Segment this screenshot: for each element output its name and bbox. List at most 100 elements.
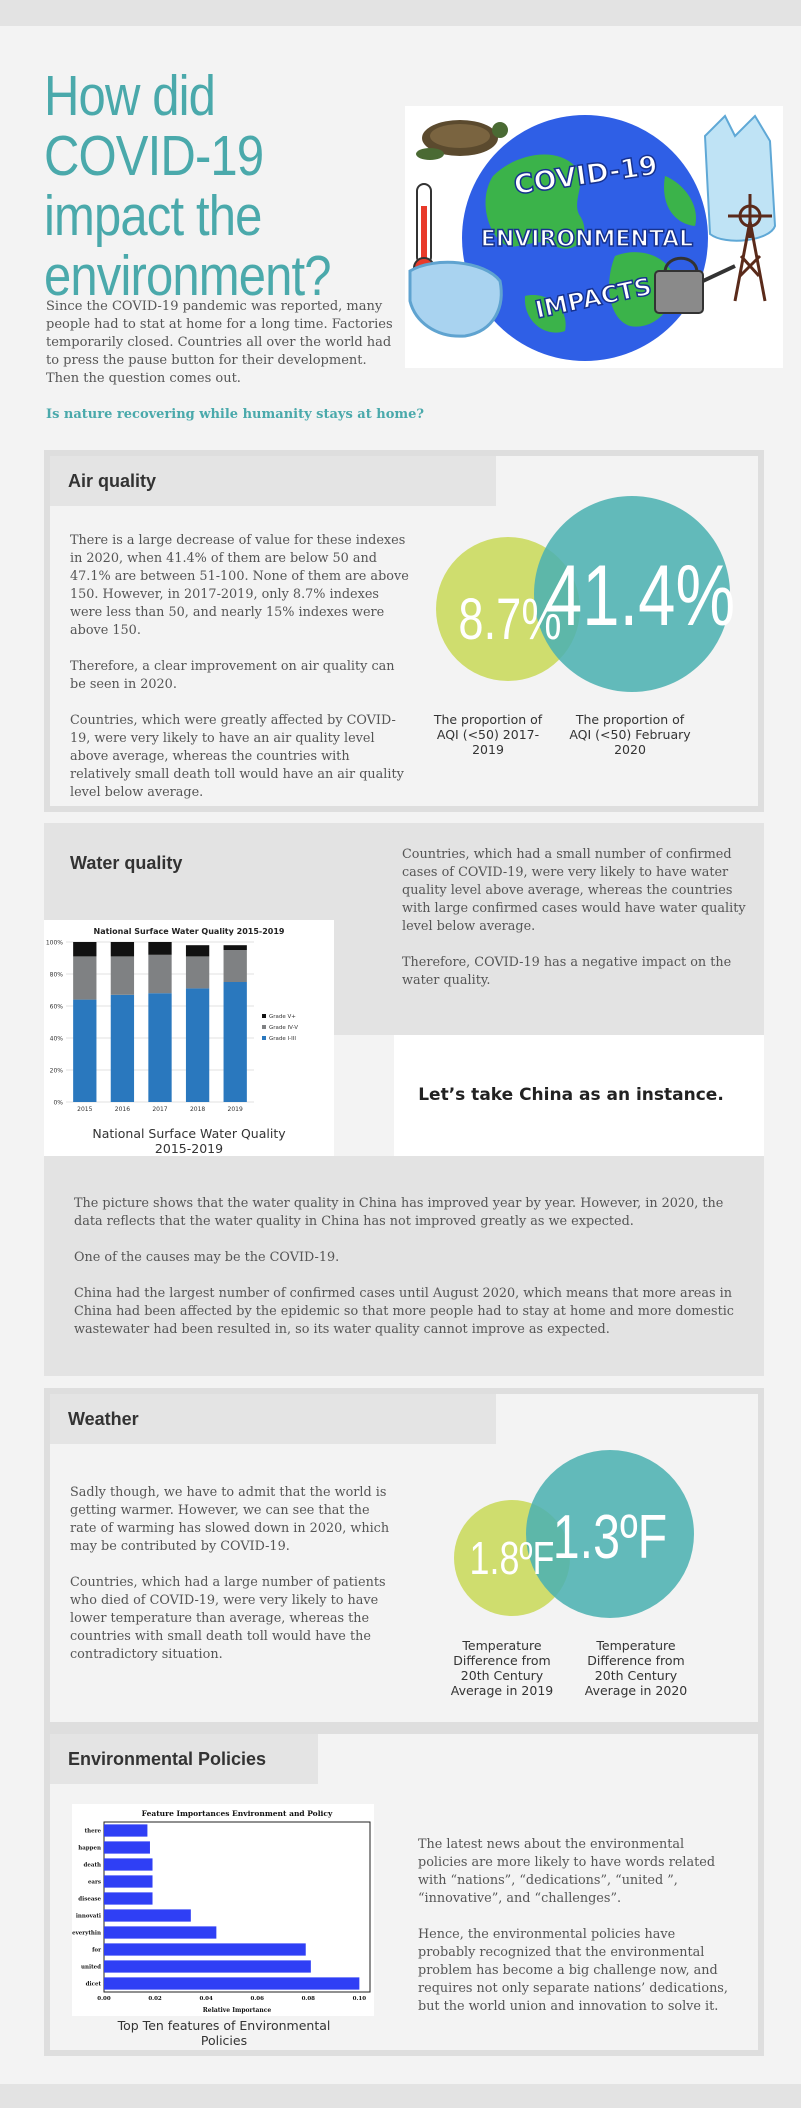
policies-chart-x-ticks: 0.00 0.02 0.04 0.06 0.08 0.10	[97, 1996, 366, 2002]
intro-text: Since the COVID-19 pandemic was reported…	[46, 299, 393, 386]
water-quality-paragraph: Therefore, COVID-19 has a negative impac…	[402, 955, 732, 988]
policies-chart-bar	[104, 1943, 306, 1956]
windmill-icon	[728, 194, 772, 302]
weather-paragraph: Sadly though, we have to admit that the …	[70, 1485, 390, 1554]
policies-chart-y-tick: ears	[88, 1880, 101, 1886]
air-quality-big-circle	[534, 496, 730, 692]
water-quality-bottom-text: The picture shows that the water quality…	[74, 1195, 744, 1357]
policies-chart-bar	[104, 1926, 217, 1939]
weather-heading: Weather	[50, 1394, 496, 1444]
water-quality-paragraph: The picture shows that the water quality…	[74, 1196, 724, 1229]
globe-illustration: COVID-19 ENVIRONMENTAL IMPACTS	[408, 114, 777, 361]
water-chart-legend-swatch	[262, 1025, 266, 1029]
water-chart-legend: Grade V+ Grade IV-V Grade I-III	[262, 1014, 298, 1042]
weather-venn	[454, 1450, 694, 1618]
water-chart-bar	[110, 942, 135, 957]
weather-small-value: 1.8ºF	[469, 1532, 555, 1584]
water-chart-title: National Surface Water Quality 2015-2019	[94, 927, 285, 936]
policies-chart-y-tick: death	[84, 1863, 101, 1869]
air-quality-heading: Air quality	[50, 456, 496, 506]
policies-chart-y-tick: united	[81, 1965, 101, 1971]
weather-big-caption: Temperature Difference from 20th Century…	[584, 1638, 688, 1698]
watering-can-icon	[654, 256, 736, 314]
hero-text-environmental: ENVIRONMENTAL	[481, 227, 693, 252]
policies-chart-y-tick: dicet	[86, 1982, 102, 1988]
plastic-bag-icon	[703, 114, 777, 242]
water-chart-bar	[110, 956, 135, 995]
water-chart-y-tick: 80%	[50, 972, 64, 979]
policies-chart-bar	[104, 1960, 311, 1973]
water-chart-y-tick: 0%	[53, 1100, 63, 1107]
weather-big-circle	[526, 1450, 694, 1618]
water-chart-bar	[223, 982, 247, 1102]
water-chart-legend-label: Grade I-III	[269, 1036, 296, 1042]
water-chart-bar	[73, 942, 97, 957]
bottom-bar	[0, 2084, 801, 2108]
water-chart-legend-label: Grade IV-V	[269, 1025, 298, 1031]
water-chart-bar	[73, 956, 97, 1000]
policies-text: The latest news about the environmental …	[418, 1836, 736, 2034]
water-chart-x-tick: 2016	[115, 1106, 130, 1113]
policies-chart-caption: Top Ten features of Environmental Polici…	[117, 2018, 331, 2048]
policies-chart-bar	[104, 1977, 360, 1990]
china-instance-text: Let’s take China as an instance.	[418, 1085, 724, 1105]
policies-heading: Environmental Policies	[50, 1734, 318, 1784]
policies-paragraph: Hence, the environmental policies have p…	[418, 1927, 728, 2014]
water-chart-y-tick: 20%	[50, 1068, 64, 1075]
air-quality-paragraph: Countries, which were greatly affected b…	[70, 713, 404, 800]
top-bar	[0, 0, 801, 26]
policies-chart-frame	[103, 1821, 371, 1993]
water-chart-x-tick: 2015	[77, 1106, 92, 1113]
water-quality-right-text: Countries, which had a small number of c…	[402, 846, 746, 1008]
water-quality-chart: National Surface Water Quality 2015-2019…	[46, 927, 298, 1113]
water-chart-legend-label: Grade V+	[269, 1014, 296, 1020]
policies-chart-y-tick: there	[85, 1829, 102, 1835]
policies-chart-x-tick: 0.00	[97, 1996, 111, 2002]
air-quality-big-value: 41.4%	[544, 548, 736, 644]
water-chart-y-tick: 100%	[46, 940, 63, 947]
water-quality-heading: Water quality	[70, 853, 183, 873]
policies-chart-y-tick: innovati	[76, 1914, 101, 1920]
china-instance-card	[394, 1035, 764, 1156]
water-quality-bottom	[44, 1156, 764, 1376]
policies-chart-y-tick: everythin	[72, 1931, 101, 1937]
water-chart-bar	[185, 945, 210, 957]
water-chart-y-tick: 60%	[50, 1004, 64, 1011]
policies-chart-y-tick: for	[92, 1948, 101, 1954]
weather-text: Sadly though, we have to admit that the …	[70, 1484, 400, 1682]
water-chart-y-tick: 40%	[50, 1036, 64, 1043]
policies-chart-bar	[104, 1909, 191, 1922]
weather-small-caption: Temperature Difference from 20th Century…	[450, 1638, 554, 1698]
policies-chart-bar	[104, 1875, 153, 1888]
policies-chart-xlabel: Relative Importance	[203, 2007, 272, 2014]
air-quality-big-caption: The proportion of AQI (<50) February 202…	[569, 712, 691, 757]
intro-question: Is nature recovering while humanity stay…	[46, 407, 425, 422]
page-title: How did COVID-19 impact the environment?	[44, 64, 332, 308]
weather-paragraph: Countries, which had a large number of p…	[70, 1575, 386, 1662]
water-chart-caption: National Surface Water Quality 2015-2019	[92, 1126, 286, 1156]
air-quality-paragraph: There is a large decrease of value for t…	[70, 533, 409, 638]
air-quality-text: There is a large decrease of value for t…	[70, 532, 410, 820]
policies-chart-title: Feature Importances Environment and Poli…	[142, 1809, 333, 1818]
policies-chart-bar	[104, 1824, 148, 1837]
water-chart-legend-swatch	[262, 1036, 266, 1040]
policies-chart-y-ticks: dicet united for everythin innovati disease ea…	[72, 1829, 101, 1988]
water-chart-x-ticks: 2015 2016 2017 2018 2019	[77, 1106, 243, 1113]
policies-chart-x-tick: 0.08	[302, 1996, 316, 2002]
water-chart-x-tick: 2018	[190, 1106, 205, 1113]
policies-chart-y-tick: disease	[78, 1897, 101, 1903]
water-chart-bar	[148, 954, 172, 994]
policies-chart-bar	[104, 1858, 153, 1871]
water-chart-bars	[73, 942, 247, 1102]
water-chart-bar	[223, 950, 247, 982]
policies-panel: Environmental Policies Feature Importanc…	[44, 1728, 764, 2056]
water-chart-legend-swatch	[262, 1014, 266, 1018]
face-mask-icon	[408, 260, 503, 338]
policies-chart-x-tick: 0.04	[199, 1996, 213, 2002]
water-chart-y-ticks: 0% 20% 40% 60% 80% 100%	[46, 940, 63, 1107]
turtle-icon	[416, 120, 508, 160]
water-chart-bar	[73, 999, 97, 1102]
policies-chart-bar	[104, 1841, 150, 1854]
water-chart-x-tick: 2017	[152, 1106, 167, 1113]
water-chart-bar	[110, 994, 135, 1102]
